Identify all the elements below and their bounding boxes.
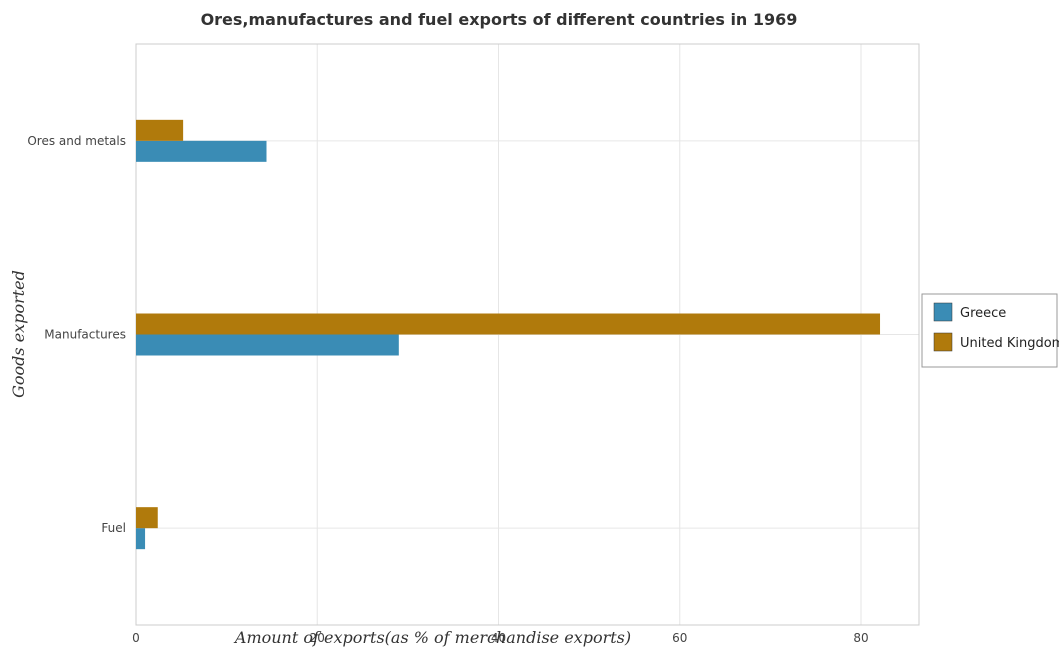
legend-swatch-united-kingdom: [933, 332, 953, 352]
x-tick-label-40: 40: [491, 631, 506, 645]
bar-greece-fuel: [136, 528, 146, 550]
x-tick-label-20: 20: [310, 631, 325, 645]
y-tick-label-manufactures: Manufactures: [44, 328, 126, 342]
bar-greece-manufactures: [136, 334, 399, 356]
y-axis-label: Goods exported: [9, 270, 28, 398]
bar-united-kingdom-fuel: [136, 507, 158, 529]
x-tick-label-80: 80: [853, 631, 868, 645]
x-axis-label: Amount of exports(as % of merchandise ex…: [233, 628, 631, 647]
legend-label-united-kingdom: United Kingdom: [960, 336, 1059, 351]
x-axis-ticks: 0 20 40 60 80: [132, 631, 868, 645]
x-tick-label-0: 0: [132, 631, 140, 645]
legend-label-greece: Greece: [960, 306, 1006, 321]
y-tick-label-fuel: Fuel: [101, 521, 126, 535]
legend-swatch-greece: [933, 302, 953, 322]
bar-united-kingdom-ores-and-metals: [136, 119, 184, 141]
y-tick-label-ores-and-metals: Ores and metals: [27, 134, 126, 148]
x-tick-label-60: 60: [672, 631, 687, 645]
y-axis-ticks: Ores and metals Manufactures Fuel: [27, 134, 126, 535]
bar-united-kingdom-manufactures: [136, 313, 881, 335]
chart-title: Ores,manufactures and fuel exports of di…: [201, 10, 798, 29]
bars: [136, 119, 881, 550]
legend: Greece United Kingdom: [921, 293, 1059, 368]
bar-greece-ores-and-metals: [136, 140, 267, 162]
